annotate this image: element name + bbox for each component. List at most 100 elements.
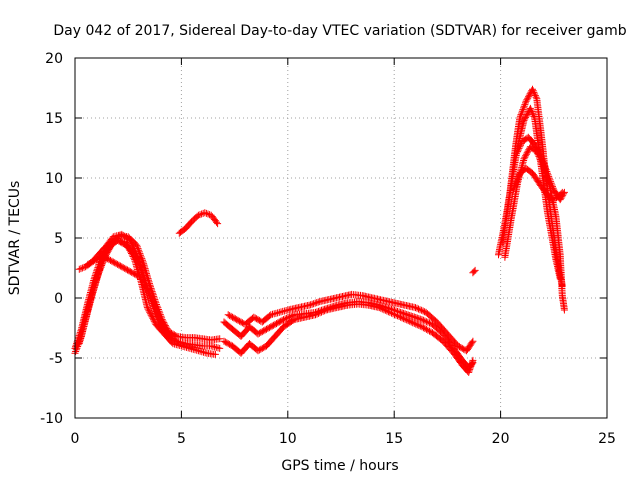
data-point <box>257 328 265 336</box>
data-point <box>395 313 403 320</box>
data-point <box>77 265 85 273</box>
data-point <box>316 309 324 317</box>
data-point <box>131 251 139 259</box>
series-track-e <box>84 253 143 280</box>
data-point <box>146 308 154 316</box>
data-point <box>318 308 325 316</box>
y-axis-label: SDTVAR / TECUs <box>7 181 23 296</box>
data-point <box>202 209 210 217</box>
data-point <box>401 315 409 323</box>
data-point <box>409 319 417 327</box>
data-point <box>204 210 212 218</box>
data-point <box>159 322 167 330</box>
data-point <box>516 114 524 122</box>
data-point <box>152 306 160 314</box>
data-point <box>169 332 177 340</box>
data-point <box>264 324 272 332</box>
data-point <box>158 319 166 327</box>
data-point <box>509 186 517 194</box>
y-tick-label: -5 <box>49 351 63 367</box>
data-point <box>419 307 427 315</box>
data-point <box>148 296 156 304</box>
data-point <box>89 257 97 265</box>
data-point <box>98 260 106 268</box>
data-point <box>109 238 117 246</box>
data-point <box>160 323 168 331</box>
data-point <box>469 337 477 345</box>
data-point <box>560 188 568 196</box>
data-point <box>98 262 106 270</box>
data-point <box>535 148 543 156</box>
data-point <box>539 157 547 165</box>
data-point <box>143 283 151 291</box>
data-point <box>375 304 383 312</box>
data-point <box>540 161 548 169</box>
data-point <box>426 327 433 335</box>
data-point <box>201 209 209 217</box>
data-point <box>389 310 397 318</box>
data-point <box>470 268 478 276</box>
data-point <box>147 311 155 319</box>
series-track-j <box>469 266 479 277</box>
data-point <box>154 311 162 319</box>
data-point <box>531 142 539 150</box>
data-point <box>523 110 531 118</box>
data-point <box>128 240 136 248</box>
data-point <box>132 254 140 262</box>
data-point <box>150 316 157 324</box>
data-point <box>421 325 429 332</box>
data-point <box>378 305 386 313</box>
data-point <box>397 313 405 321</box>
data-point <box>398 314 406 322</box>
x-tick-label: 0 <box>71 431 80 447</box>
data-point <box>518 109 526 117</box>
data-point <box>525 93 532 101</box>
data-point <box>419 324 427 332</box>
data-point <box>96 265 104 273</box>
data-point <box>532 93 540 101</box>
data-point <box>280 316 287 324</box>
data-point <box>516 143 524 151</box>
data-point <box>255 329 263 337</box>
series-track-f <box>175 209 222 237</box>
data-point <box>524 94 532 102</box>
data-point <box>556 196 564 204</box>
grid-lines <box>75 58 607 418</box>
data-point <box>518 107 526 115</box>
data-point <box>527 106 535 114</box>
data-point <box>454 342 462 350</box>
data-point <box>400 315 408 323</box>
data-point <box>136 264 144 272</box>
data-point <box>129 241 136 249</box>
data-point <box>161 325 169 333</box>
data-point <box>196 211 204 219</box>
data-point <box>418 316 426 324</box>
data-point <box>529 85 536 93</box>
data-point <box>521 101 529 109</box>
series-track-o <box>514 133 568 204</box>
data-point <box>531 92 539 100</box>
data-point <box>159 320 166 328</box>
data-point <box>141 278 149 286</box>
data-point <box>75 265 83 273</box>
data-point <box>128 268 136 276</box>
data-point <box>319 307 327 315</box>
data-point <box>529 109 536 117</box>
data-point <box>149 298 156 306</box>
data-point <box>559 191 567 199</box>
data-point <box>157 317 165 325</box>
data-point <box>383 307 391 315</box>
data-point <box>543 168 551 175</box>
data-point <box>546 176 554 184</box>
data-point <box>216 344 224 352</box>
data-point <box>78 264 86 272</box>
data-point <box>410 319 418 327</box>
data-point <box>513 178 521 186</box>
series-track-m <box>501 143 568 314</box>
data-point <box>510 184 518 192</box>
data-point <box>95 268 103 276</box>
data-point <box>541 163 549 170</box>
data-point <box>512 179 520 187</box>
data-point <box>511 181 519 189</box>
data-point <box>424 326 432 334</box>
